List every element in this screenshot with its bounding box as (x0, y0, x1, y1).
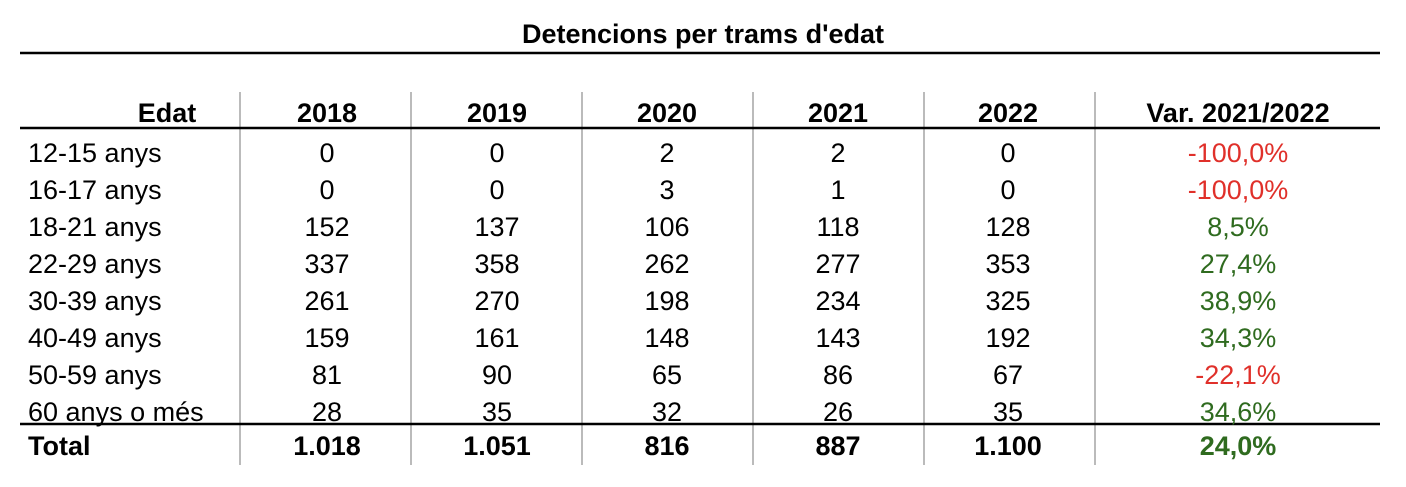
total-var: 24,0% (1200, 431, 1277, 461)
column-header-var: Var. 2021/2022 (1146, 98, 1329, 128)
table-row: 30-39 anys 261 270 198 234 325 38,9% (28, 286, 1276, 316)
cell-2019: 161 (474, 323, 519, 353)
cell-2019: 270 (474, 286, 519, 316)
cell-2021: 143 (815, 323, 860, 353)
table-row: 60 anys o més 28 35 32 26 35 34,6% (28, 397, 1276, 427)
cell-2020: 148 (644, 323, 689, 353)
cell-2019: 35 (482, 397, 512, 427)
cell-2022: 128 (985, 212, 1030, 242)
cell-2018: 81 (312, 360, 342, 390)
table-total-row: Total 1.018 1.051 816 887 1.100 24,0% (28, 431, 1276, 461)
row-label: 30-39 anys (28, 286, 162, 316)
cell-2022: 0 (1000, 138, 1015, 168)
cell-var: 38,9% (1200, 286, 1277, 316)
cell-2018: 152 (304, 212, 349, 242)
table-row: 50-59 anys 81 90 65 86 67 -22,1% (28, 360, 1281, 390)
table-body: 12-15 anys 0 0 2 2 0 -100,0% 16-17 anys 0 0 3 1 0 -10… (28, 138, 1288, 427)
cell-2021: 1 (830, 175, 845, 205)
cell-var: -100,0% (1188, 175, 1289, 205)
total-label: Total (28, 431, 91, 461)
row-label: 22-29 anys (28, 249, 162, 279)
cell-2020: 32 (652, 397, 682, 427)
cell-2019: 90 (482, 360, 512, 390)
column-header-2019: 2019 (467, 98, 527, 128)
total-2021: 887 (815, 431, 860, 461)
cell-2020: 3 (659, 175, 674, 205)
cell-2021: 118 (816, 212, 859, 242)
column-header-edat: Edat (138, 98, 197, 128)
column-header-2020: 2020 (637, 98, 697, 128)
cell-2019: 358 (474, 249, 519, 279)
total-2018: 1.018 (293, 431, 361, 461)
table-row: 16-17 anys 0 0 3 1 0 -100,0% (28, 175, 1288, 205)
table-row: 12-15 anys 0 0 2 2 0 -100,0% (28, 138, 1288, 168)
cell-var: 27,4% (1200, 249, 1277, 279)
row-label: 60 anys o més (28, 397, 204, 427)
column-header-2022: 2022 (978, 98, 1038, 128)
cell-2020: 262 (644, 249, 689, 279)
total-2022: 1.100 (974, 431, 1042, 461)
cell-2021: 86 (823, 360, 853, 390)
row-label: 18-21 anys (28, 212, 162, 242)
cell-2022: 0 (1000, 175, 1015, 205)
cell-2022: 35 (993, 397, 1023, 427)
cell-2018: 0 (319, 138, 334, 168)
cell-2020: 2 (659, 138, 674, 168)
cell-2021: 2 (830, 138, 845, 168)
cell-var: 8,5% (1207, 212, 1269, 242)
cell-var: -100,0% (1188, 138, 1289, 168)
cell-2019: 0 (489, 175, 504, 205)
total-2020: 816 (644, 431, 689, 461)
cell-2019: 0 (489, 138, 504, 168)
cell-2022: 353 (985, 249, 1030, 279)
table-header: Edat 2018 2019 2020 2021 2022 Var. 2021/2022 (138, 98, 1330, 128)
row-label: 50-59 anys (28, 360, 162, 390)
cell-2018: 337 (304, 249, 349, 279)
row-label: 16-17 anys (28, 175, 162, 205)
cell-var: 34,3% (1200, 323, 1277, 353)
table-row: 18-21 anys 152 137 106 118 128 8,5% (28, 212, 1269, 242)
cell-2022: 325 (985, 286, 1030, 316)
cell-2022: 67 (993, 360, 1023, 390)
cell-2018: 261 (304, 286, 349, 316)
cell-2022: 192 (985, 323, 1030, 353)
cell-2021: 277 (815, 249, 860, 279)
cell-2019: 137 (474, 212, 519, 242)
cell-var: -22,1% (1195, 360, 1281, 390)
total-2019: 1.051 (463, 431, 531, 461)
cell-2018: 159 (304, 323, 349, 353)
cell-2020: 106 (644, 212, 689, 242)
column-header-2018: 2018 (297, 98, 357, 128)
cell-var: 34,6% (1200, 397, 1277, 427)
cell-2020: 65 (652, 360, 682, 390)
table-title: Detencions per trams d'edat (522, 19, 884, 49)
column-header-2021: 2021 (808, 98, 868, 128)
cell-2020: 198 (644, 286, 689, 316)
cell-2018: 28 (312, 397, 342, 427)
table-grid (20, 92, 1380, 465)
cell-2021: 234 (815, 286, 860, 316)
cell-2021: 26 (823, 397, 853, 427)
cell-2018: 0 (319, 175, 334, 205)
row-label: 12-15 anys (28, 138, 162, 168)
table-row: 40-49 anys 159 161 148 143 192 34,3% (28, 323, 1276, 353)
row-label: 40-49 anys (28, 323, 162, 353)
table-row: 22-29 anys 337 358 262 277 353 27,4% (28, 249, 1276, 279)
